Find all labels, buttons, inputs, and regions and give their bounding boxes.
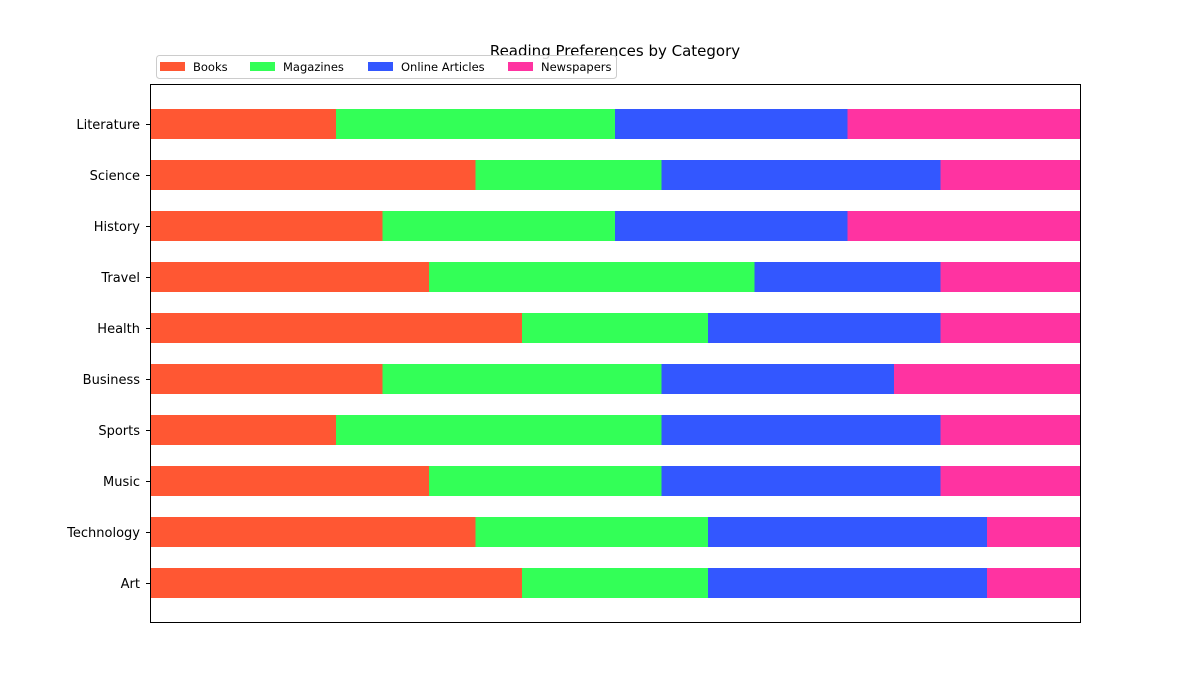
- bar-health-newspapers: [940, 313, 1080, 343]
- legend-swatch-books: [160, 62, 185, 71]
- legend: Books Magazines Online Articles Newspapers: [156, 55, 617, 79]
- bar-history-magazines: [382, 211, 615, 241]
- bar-music-books: [150, 466, 429, 496]
- bar-science-online-articles: [661, 160, 941, 190]
- bar-travel-newspapers: [940, 262, 1080, 292]
- bar-music-newspapers: [940, 466, 1080, 496]
- y-tick-label: Health: [97, 322, 140, 337]
- legend-label-books: Books: [193, 60, 228, 74]
- bar-health-books: [150, 313, 522, 343]
- legend-label-magazines: Magazines: [283, 60, 344, 74]
- legend-label-online-articles: Online Articles: [401, 60, 485, 74]
- bar-technology-magazines: [475, 517, 708, 547]
- bar-technology-online-articles: [708, 517, 987, 547]
- legend-swatch-magazines: [250, 62, 275, 71]
- bar-travel-online-articles: [754, 262, 941, 292]
- bar-sports-online-articles: [661, 415, 941, 445]
- y-axis: Literature Science History Travel Health Busi…: [66, 118, 150, 592]
- bar-music-online-articles: [661, 466, 941, 496]
- y-tick-label: Travel: [100, 271, 140, 286]
- bar-sports-magazines: [336, 415, 662, 445]
- y-tick-label: Art: [121, 577, 140, 592]
- y-tick-label: Business: [83, 373, 141, 388]
- legend-swatch-online-articles: [368, 62, 393, 71]
- legend-swatch-newspapers: [508, 62, 533, 71]
- bars-layer: [150, 109, 1080, 598]
- bar-business-magazines: [382, 364, 662, 394]
- bar-literature-newspapers: [847, 109, 1080, 139]
- bar-health-online-articles: [708, 313, 941, 343]
- bar-literature-books: [150, 109, 336, 139]
- bar-technology-newspapers: [987, 517, 1080, 547]
- y-tick-label: Technology: [66, 526, 140, 541]
- bar-literature-online-articles: [615, 109, 848, 139]
- bar-music-magazines: [429, 466, 662, 496]
- bar-science-books: [150, 160, 476, 190]
- bar-history-books: [150, 211, 383, 241]
- bar-science-magazines: [475, 160, 662, 190]
- bar-art-online-articles: [708, 568, 987, 598]
- y-tick-label: Literature: [76, 118, 140, 133]
- bar-history-newspapers: [847, 211, 1080, 241]
- bar-sports-newspapers: [940, 415, 1080, 445]
- bar-art-newspapers: [987, 568, 1080, 598]
- y-tick-label: Music: [103, 475, 140, 490]
- bar-health-magazines: [522, 313, 708, 343]
- y-tick-label: Sports: [98, 424, 140, 439]
- bar-science-newspapers: [940, 160, 1080, 190]
- bar-business-online-articles: [661, 364, 894, 394]
- bar-literature-magazines: [336, 109, 615, 139]
- bar-art-books: [150, 568, 522, 598]
- bar-travel-books: [150, 262, 429, 292]
- bar-technology-books: [150, 517, 476, 547]
- y-tick-label: History: [94, 220, 141, 235]
- bar-art-magazines: [522, 568, 708, 598]
- plot-area-frame: [150, 84, 1081, 623]
- bar-business-newspapers: [894, 364, 1080, 394]
- bar-sports-books: [150, 415, 336, 445]
- legend-label-newspapers: Newspapers: [541, 60, 612, 74]
- bar-history-online-articles: [615, 211, 848, 241]
- bar-travel-magazines: [429, 262, 755, 292]
- y-tick-label: Science: [90, 169, 140, 184]
- bar-business-books: [150, 364, 383, 394]
